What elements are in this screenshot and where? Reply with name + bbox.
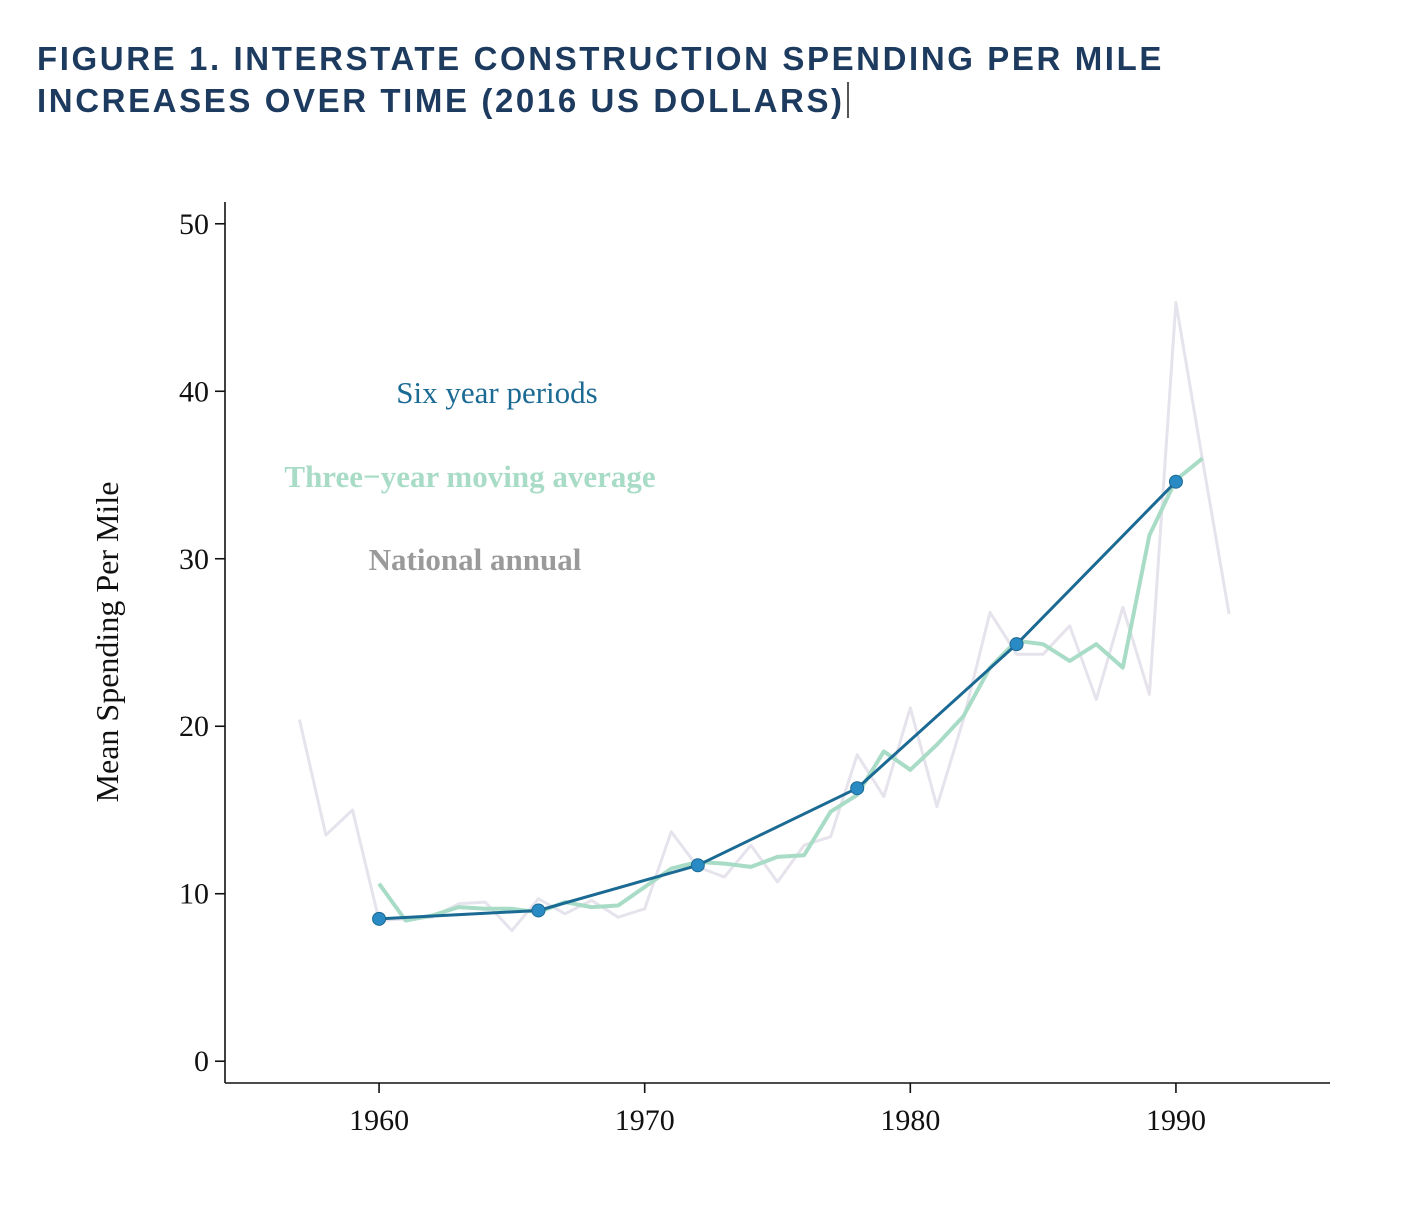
x-tick-label: 1960 — [349, 1104, 409, 1137]
series-line-three — [377, 456, 1204, 923]
x-tick-label: 1990 — [1146, 1104, 1206, 1137]
x-tick-label: 1980 — [880, 1104, 940, 1137]
y-tick-label: 30 — [179, 543, 209, 576]
six-year-point — [1168, 474, 1183, 489]
six-year-point — [850, 781, 865, 796]
six-year-point — [372, 911, 387, 926]
x-tick-label: 1970 — [615, 1104, 675, 1137]
y-tick-label: 0 — [194, 1045, 209, 1078]
axes: 0 10 20 30 40 50 1960 1970 1980 1990 — [179, 202, 1330, 1137]
y-tick-label: 50 — [179, 208, 209, 241]
y-axis-label: Mean Spending Per Mile — [89, 482, 125, 803]
figure-title-line-2-text: INCREASES OVER TIME (2016 US DOLLARS) — [37, 82, 845, 119]
six-year-point — [1009, 637, 1024, 652]
series-group — [297, 301, 1231, 933]
y-tick-label: 10 — [179, 878, 209, 911]
legend-national-annual: National annual — [369, 542, 582, 577]
legend-six-year-periods: Six year periods — [396, 375, 597, 410]
six-year-point — [690, 858, 705, 873]
y-tick-label: 20 — [179, 710, 209, 743]
series-line-six — [379, 480, 1177, 921]
legend-three-year-moving-average: Three−year moving average — [284, 459, 655, 494]
figure-title-line-2: INCREASES OVER TIME (2016 US DOLLARS) — [37, 80, 1164, 122]
six-year-point — [531, 903, 546, 918]
y-tick-label: 40 — [179, 375, 209, 408]
figure-title-line-1: FIGURE 1. INTERSTATE CONSTRUCTION SPENDI… — [37, 40, 1164, 77]
text-cursor — [846, 82, 849, 118]
figure-title: FIGURE 1. INTERSTATE CONSTRUCTION SPENDI… — [37, 38, 1164, 122]
